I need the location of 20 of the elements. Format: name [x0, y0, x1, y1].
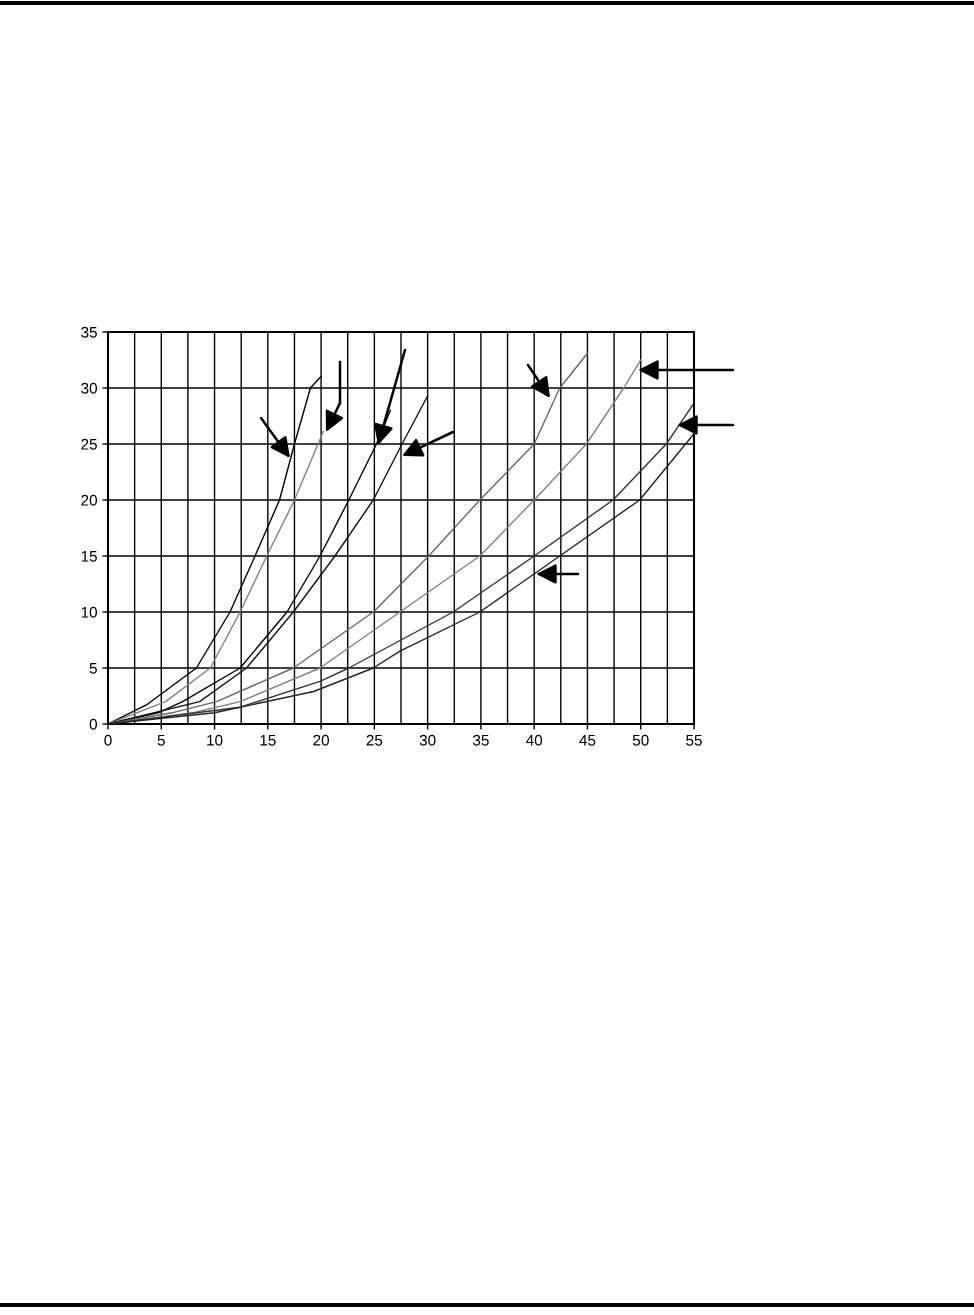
y-tick-label: 10	[81, 606, 97, 618]
y-tick-label: 30	[81, 382, 97, 394]
y-tick-label: 20	[81, 494, 97, 506]
x-tick-label: 10	[207, 734, 223, 746]
x-tick-label: 20	[313, 734, 329, 746]
x-tick-label: 5	[157, 734, 165, 746]
y-tick-label: 0	[89, 718, 97, 730]
x-tick-label: 35	[473, 734, 489, 746]
x-tick-label: 15	[260, 734, 276, 746]
x-tick-label: 0	[104, 734, 112, 746]
x-tick-label: 45	[579, 734, 596, 746]
y-tick-label: 15	[81, 551, 97, 562]
y-tick-label: 35	[81, 326, 97, 338]
y-tick-label: 5	[89, 663, 97, 674]
x-tick-label: 40	[526, 734, 543, 746]
x-tick-label: 30	[419, 734, 436, 746]
y-tick-label: 25	[81, 438, 97, 450]
x-tick-label: 55	[686, 734, 702, 746]
x-tick-label: 25	[366, 734, 383, 746]
x-tick-label: 50	[632, 734, 649, 746]
